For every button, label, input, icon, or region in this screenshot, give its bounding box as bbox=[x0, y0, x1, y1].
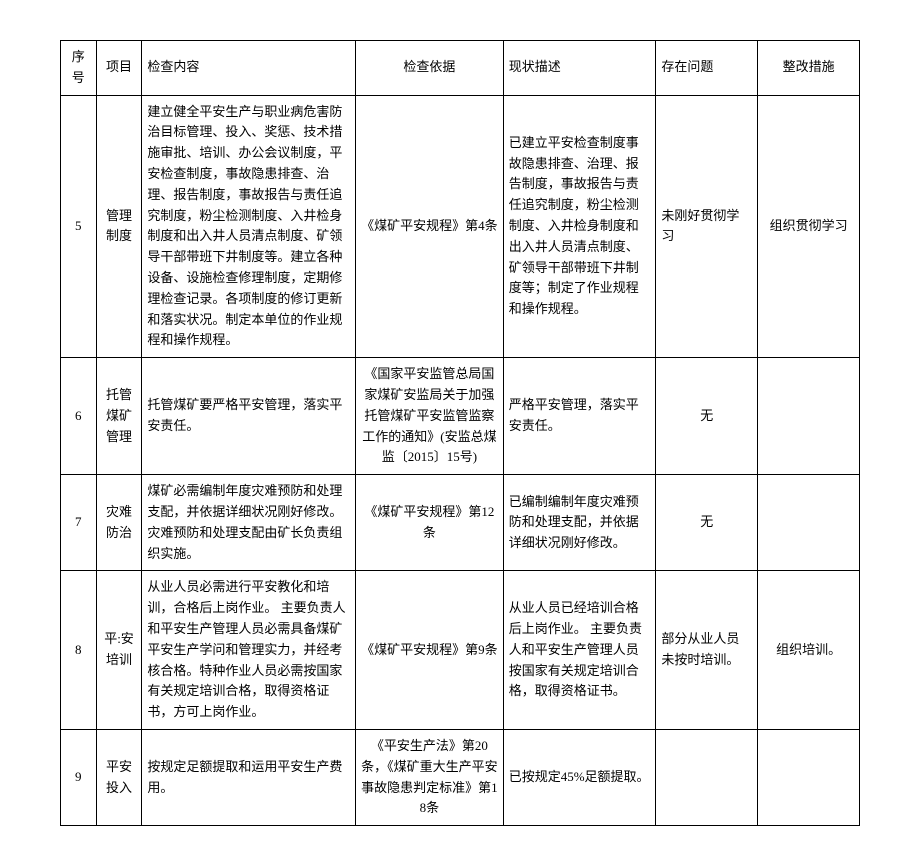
cell-seq: 8 bbox=[61, 571, 97, 730]
header-content: 检查内容 bbox=[142, 41, 356, 96]
inspection-table: 序号 项目 检查内容 检查依据 现状描述 存在问题 整改措施 5 管理制度 建立… bbox=[60, 40, 860, 826]
header-basis: 检查依据 bbox=[356, 41, 504, 96]
header-status: 现状描述 bbox=[503, 41, 656, 96]
cell-basis: 《国家平安监管总局国家煤矿安监局关于加强托管煤矿平安监管监察工作的通知》(安监总… bbox=[356, 358, 504, 475]
cell-content: 托管煤矿要严格平安管理，落实平安责任。 bbox=[142, 358, 356, 475]
cell-issue bbox=[656, 729, 758, 825]
cell-project: 灾难防治 bbox=[96, 475, 142, 571]
table-row: 6 托管煤矿管理 托管煤矿要严格平安管理，落实平安责任。 《国家平安监管总局国家… bbox=[61, 358, 860, 475]
cell-measure: 组织贯彻学习 bbox=[758, 95, 860, 358]
header-issue: 存在问题 bbox=[656, 41, 758, 96]
cell-project: 平安投入 bbox=[96, 729, 142, 825]
header-project: 项目 bbox=[96, 41, 142, 96]
cell-basis: 《煤矿平安规程》第4条 bbox=[356, 95, 504, 358]
cell-content: 从业人员必需进行平安教化和培训，合格后上岗作业。 主要负责人和平安生产管理人员必… bbox=[142, 571, 356, 730]
cell-content: 煤矿必需编制年度灾难预防和处理支配，并依据详细状况刚好修改。灾难预防和处理支配由… bbox=[142, 475, 356, 571]
table-row: 5 管理制度 建立健全平安生产与职业病危害防治目标管理、投入、奖惩、技术措施审批… bbox=[61, 95, 860, 358]
cell-measure: 组织培训。 bbox=[758, 571, 860, 730]
table-row: 7 灾难防治 煤矿必需编制年度灾难预防和处理支配，并依据详细状况刚好修改。灾难预… bbox=[61, 475, 860, 571]
cell-measure bbox=[758, 475, 860, 571]
cell-measure bbox=[758, 358, 860, 475]
cell-status: 严格平安管理，落实平安责任。 bbox=[503, 358, 656, 475]
cell-content: 建立健全平安生产与职业病危害防治目标管理、投入、奖惩、技术措施审批、培训、办公会… bbox=[142, 95, 356, 358]
cell-basis: 《煤矿平安规程》第9条 bbox=[356, 571, 504, 730]
cell-project: 托管煤矿管理 bbox=[96, 358, 142, 475]
header-seq: 序号 bbox=[61, 41, 97, 96]
cell-issue: 无 bbox=[656, 358, 758, 475]
cell-seq: 6 bbox=[61, 358, 97, 475]
cell-seq: 5 bbox=[61, 95, 97, 358]
cell-seq: 7 bbox=[61, 475, 97, 571]
cell-content: 按规定足额提取和运用平安生产费用。 bbox=[142, 729, 356, 825]
cell-basis: 《平安生产法》第20条，《煤矿重大生产平安事故隐患判定标准》第18条 bbox=[356, 729, 504, 825]
cell-basis: 《煤矿平安规程》第12条 bbox=[356, 475, 504, 571]
cell-status: 已编制编制年度灾难预防和处理支配，并依据详细状况刚好修改。 bbox=[503, 475, 656, 571]
cell-seq: 9 bbox=[61, 729, 97, 825]
header-measure: 整改措施 bbox=[758, 41, 860, 96]
cell-status: 从业人员已经培训合格后上岗作业。 主要负责人和平安生产管理人员按国家有关规定培训… bbox=[503, 571, 656, 730]
cell-issue: 部分从业人员未按时培训。 bbox=[656, 571, 758, 730]
cell-status: 已按规定45%足额提取。 bbox=[503, 729, 656, 825]
cell-project: 管理制度 bbox=[96, 95, 142, 358]
cell-measure bbox=[758, 729, 860, 825]
table-row: 8 平:安培训 从业人员必需进行平安教化和培训，合格后上岗作业。 主要负责人和平… bbox=[61, 571, 860, 730]
cell-issue: 未刚好贯彻学习 bbox=[656, 95, 758, 358]
cell-project: 平:安培训 bbox=[96, 571, 142, 730]
table-row: 9 平安投入 按规定足额提取和运用平安生产费用。 《平安生产法》第20条，《煤矿… bbox=[61, 729, 860, 825]
header-row: 序号 项目 检查内容 检查依据 现状描述 存在问题 整改措施 bbox=[61, 41, 860, 96]
cell-issue: 无 bbox=[656, 475, 758, 571]
cell-status: 已建立平安检查制度事故隐患排查、治理、报告制度，事故报告与责任追究制度，粉尘检测… bbox=[503, 95, 656, 358]
